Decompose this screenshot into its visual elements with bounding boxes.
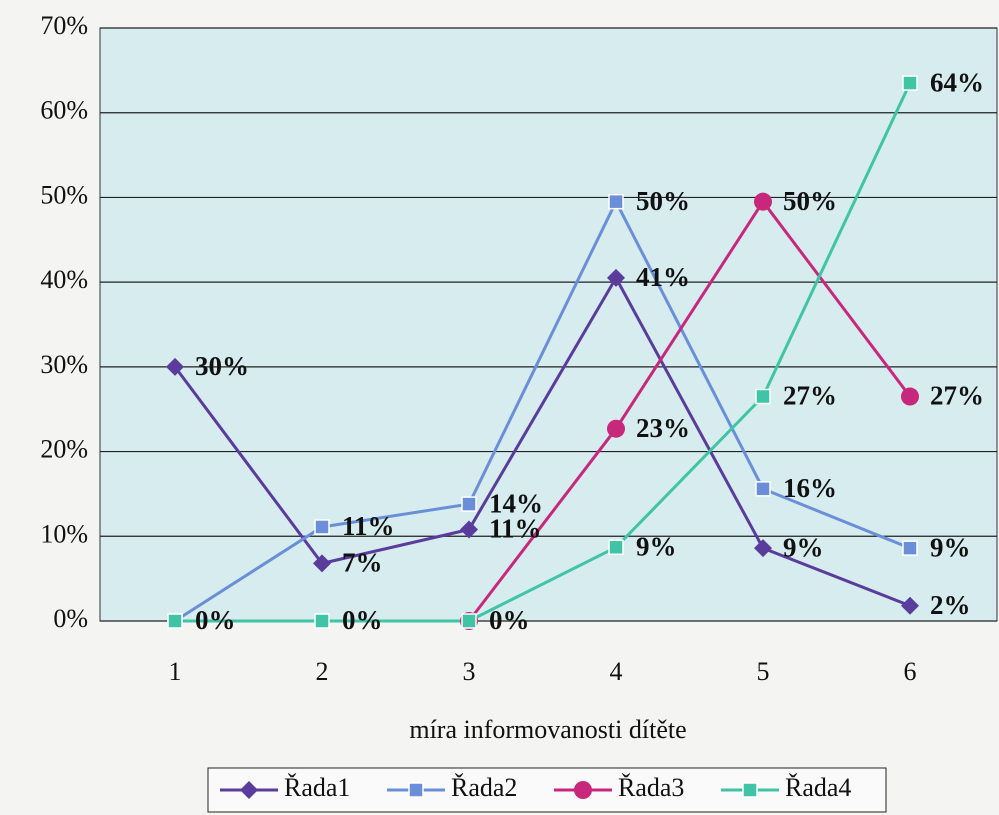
data-label: 30%: [195, 351, 249, 381]
data-label: 11%: [342, 511, 395, 541]
legend-label: Řada4: [785, 773, 851, 802]
legend-label: Řada1: [284, 773, 350, 802]
data-point: [461, 613, 477, 629]
data-label: 9%: [636, 532, 677, 562]
series-line: [175, 82, 912, 623]
data-point: [902, 540, 918, 556]
data-label: 27%: [930, 381, 984, 411]
data-label: 9%: [930, 532, 971, 562]
plot-area: [99, 27, 998, 622]
legend-marker: [408, 782, 424, 798]
data-label: 0%: [195, 605, 236, 635]
y-tick-label: 40%: [40, 265, 88, 294]
data-label: 0%: [342, 605, 383, 635]
data-point: [755, 388, 771, 405]
data-point: [167, 613, 183, 629]
data-label: 0%: [489, 605, 530, 635]
x-tick-label: 5: [757, 657, 770, 686]
data-label: 27%: [783, 381, 837, 411]
data-point: [460, 520, 478, 539]
data-label: 9%: [783, 532, 824, 562]
data-point: [608, 539, 624, 556]
x-tick-label: 1: [169, 657, 182, 686]
data-label: 14%: [489, 488, 543, 518]
data-label: 41%: [636, 262, 690, 292]
legend-marker: [240, 781, 258, 799]
data-point: [607, 419, 625, 438]
y-tick-label: 0%: [53, 604, 88, 633]
data-label: 11%: [489, 514, 542, 544]
data-point: [608, 193, 624, 210]
y-tick-label: 20%: [40, 435, 88, 464]
series-line: [173, 274, 911, 608]
y-tick-label: 10%: [40, 519, 88, 548]
legend-marker: [574, 781, 592, 799]
legend-label: Řada2: [451, 773, 517, 802]
x-axis-label: míra informovanosti dítěte: [409, 715, 686, 744]
x-tick-label: 6: [904, 657, 917, 686]
data-point: [166, 357, 184, 376]
y-tick-label: 60%: [40, 96, 88, 125]
series-line: [467, 199, 912, 622]
data-point: [314, 613, 330, 629]
data-label: 7%: [342, 548, 383, 578]
data-label: 16%: [783, 473, 837, 503]
data-point: [901, 596, 919, 615]
y-tick-label: 70%: [40, 11, 88, 40]
legend-marker: [742, 782, 758, 798]
data-label: 50%: [783, 186, 837, 216]
data-point: [313, 554, 331, 573]
data-point: [902, 75, 918, 91]
data-point: [754, 192, 772, 211]
series-line: [174, 198, 911, 623]
data-label: 2%: [930, 590, 971, 620]
x-tick-label: 2: [316, 657, 329, 686]
data-label: 64%: [930, 67, 984, 97]
data-point: [754, 539, 772, 558]
data-point: [314, 519, 330, 535]
data-point: [607, 268, 625, 287]
x-tick-label: 4: [610, 657, 623, 686]
data-label: 23%: [636, 413, 690, 443]
data-point: [755, 481, 771, 497]
data-label: 50%: [636, 186, 690, 216]
y-tick-label: 30%: [40, 350, 88, 379]
y-tick-label: 50%: [40, 180, 88, 209]
data-point: [901, 387, 919, 406]
data-point: [461, 496, 477, 512]
legend-label: Řada3: [618, 773, 684, 802]
x-tick-label: 3: [463, 657, 476, 686]
